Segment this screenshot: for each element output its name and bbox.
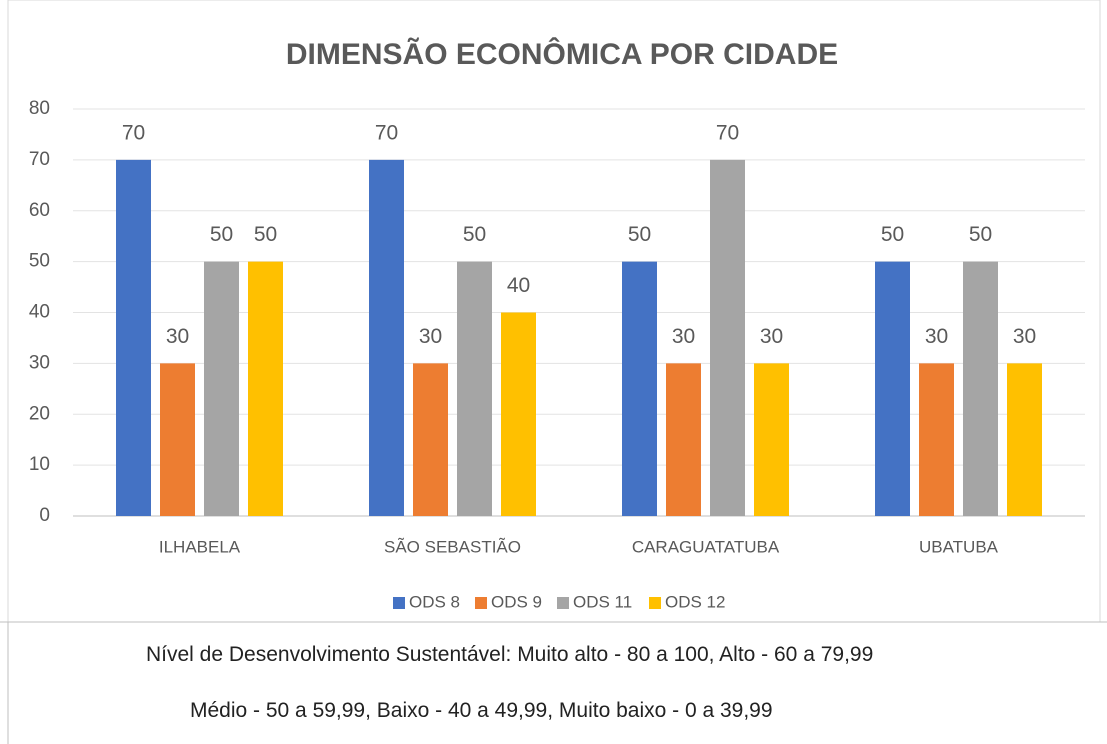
bar xyxy=(501,312,536,516)
bar xyxy=(204,261,239,516)
legend-label: ODS 11 xyxy=(573,592,632,611)
x-tick-label: CARAGUATATUBA xyxy=(632,537,780,556)
chart-title: DIMENSÃO ECONÔMICA POR CIDADE xyxy=(286,37,838,71)
bar xyxy=(710,159,745,516)
bar xyxy=(457,261,492,516)
data-label: 30 xyxy=(760,325,783,348)
bar xyxy=(248,261,283,516)
bar xyxy=(1007,363,1042,516)
bar xyxy=(666,363,701,516)
legend-swatch xyxy=(557,597,569,609)
x-tick-label: ILHABELA xyxy=(159,537,241,556)
legend-swatch xyxy=(649,597,661,609)
data-label: 70 xyxy=(375,121,398,144)
legend-label: ODS 12 xyxy=(665,592,725,611)
bar xyxy=(919,363,954,516)
data-label: 30 xyxy=(925,325,948,348)
bar xyxy=(413,363,448,516)
data-label: 70 xyxy=(716,121,739,144)
legend-swatch xyxy=(475,597,487,609)
y-tick-label: 0 xyxy=(39,505,50,526)
bar xyxy=(622,261,657,516)
y-tick-label: 50 xyxy=(29,251,50,272)
y-tick-label: 80 xyxy=(29,98,50,119)
data-label: 50 xyxy=(969,223,992,246)
y-tick-label: 30 xyxy=(29,352,50,373)
y-tick-label: 70 xyxy=(29,149,50,170)
bar xyxy=(963,261,998,516)
data-label: 70 xyxy=(122,121,145,144)
note: Nível de Desenvolvimento Sustentável: Mu… xyxy=(146,643,874,666)
chart-border xyxy=(7,0,1101,623)
data-label: 30 xyxy=(419,325,442,348)
x-tick-label: SÃO SEBASTIÃO xyxy=(384,537,521,556)
data-label: 50 xyxy=(254,223,277,246)
y-tick-label: 10 xyxy=(29,454,50,475)
data-label: 30 xyxy=(166,325,189,348)
data-label: 30 xyxy=(1013,325,1036,348)
data-label: 30 xyxy=(672,325,695,348)
data-label: 50 xyxy=(628,223,651,246)
legend-label: ODS 8 xyxy=(409,592,460,611)
y-tick-label: 60 xyxy=(29,200,50,221)
bar xyxy=(875,261,910,516)
data-label: 40 xyxy=(507,274,530,297)
data-label: 50 xyxy=(881,223,904,246)
bar xyxy=(116,159,151,516)
legend-swatch xyxy=(393,597,405,609)
legend-label: ODS 9 xyxy=(491,592,542,611)
bar xyxy=(369,159,404,516)
y-tick-label: 20 xyxy=(29,403,50,424)
y-tick-label: 40 xyxy=(29,302,50,323)
note: Médio - 50 a 59,99, Baixo - 40 a 49,99, … xyxy=(190,699,773,722)
data-label: 50 xyxy=(463,223,486,246)
bar xyxy=(160,363,195,516)
x-tick-label: UBATUBA xyxy=(919,537,999,556)
bar xyxy=(754,363,789,516)
data-label: 50 xyxy=(210,223,233,246)
